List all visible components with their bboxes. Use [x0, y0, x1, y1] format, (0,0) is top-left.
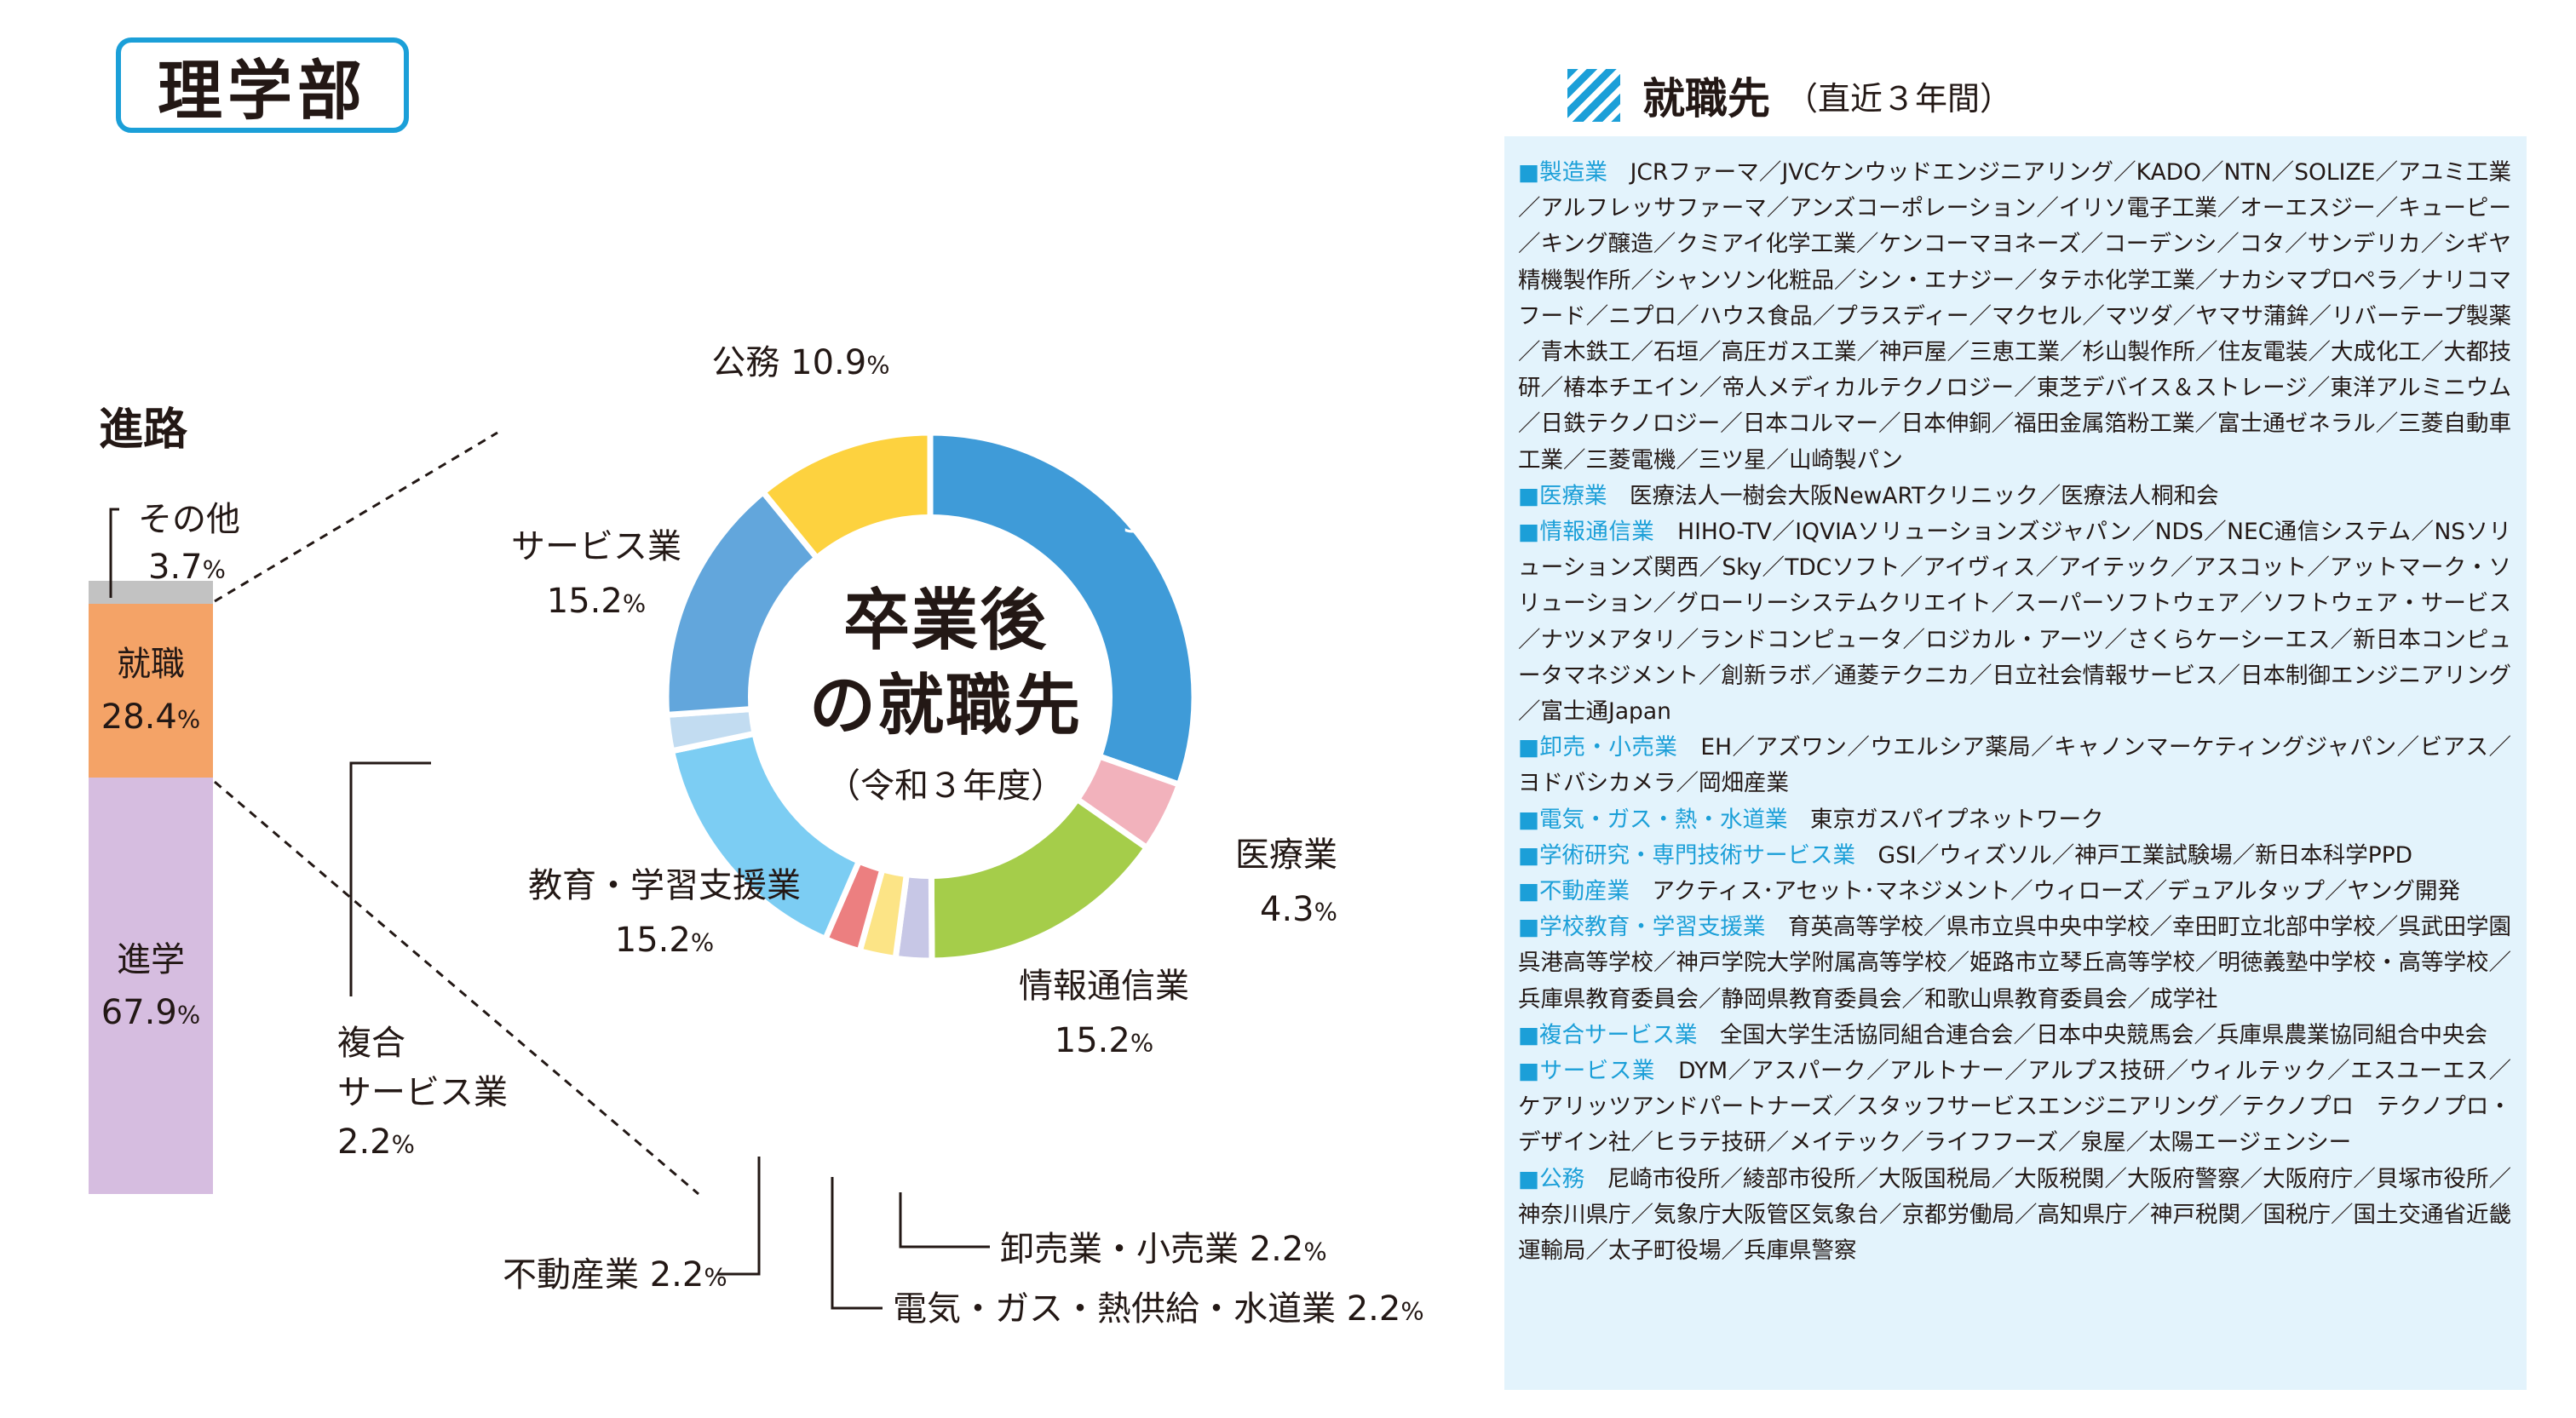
bar-employment-value: 28.4: [101, 697, 177, 737]
employer-category: 製造業 JCRファーマ／JVCケンウッドエンジニアリング／KADO／NTN／SO…: [1518, 155, 2511, 479]
employment-list-title: 就職先 （直近３年間）: [1567, 65, 2012, 126]
bar-other-value: 3.7: [148, 548, 203, 587]
pie-center-line1: 卒業後: [842, 583, 1048, 659]
department-title: 理学部: [116, 37, 409, 133]
category-name: サービス業: [1518, 1058, 1655, 1084]
pie-label-utilities-value: 2.2: [1346, 1289, 1401, 1329]
bar-study-value: 67.9: [101, 992, 177, 1032]
pie-label-combined-value: 2.2: [337, 1122, 392, 1162]
employer-category: 学校教育・学習支援業 育英高等学校／県市立呉中央中学校／幸田町立北部中学校／呉武…: [1518, 910, 2511, 1018]
pie-label-medical: 医療業 4.3%: [1201, 828, 1337, 937]
bar-segment-other: [89, 581, 213, 604]
pie-center-hole: [748, 514, 1113, 879]
employer-category: 不動産業 アクティス･アセット･マネジメント／ウィローズ／デュアルタップ／ヤング…: [1518, 874, 2511, 910]
utilities-leader: [831, 1177, 883, 1310]
category-name: 複合サービス業: [1518, 1022, 1698, 1048]
employer-category: 医療業 医療法人一樹会大阪NewARTクリニック／医療法人桐和会: [1518, 479, 2511, 514]
pie-label-education: 教育・学習支援業 15.2%: [520, 858, 809, 967]
pie-label-service: サービス業 15.2%: [494, 520, 699, 629]
employer-category: 電気・ガス・熱・水道業 東京ガスパイプネットワーク: [1518, 802, 2511, 838]
pie-label-utilities: 電気・ガス・熱供給・水道業 2.2%: [893, 1289, 1424, 1329]
pie-label-combined-service: 複合 サービス業 2.2%: [337, 1019, 508, 1167]
zoom-line-top: [214, 431, 498, 603]
realestate-leader: [717, 1157, 761, 1276]
pie-label-education-value: 15.2: [614, 921, 691, 960]
zoom-line-bottom: [214, 780, 699, 1196]
category-name: 情報通信業: [1518, 519, 1654, 545]
pie-label-combined-line1: 複合: [337, 1024, 405, 1063]
pie-label-realestate-name: 不動産業: [503, 1255, 639, 1295]
category-companies: 全国大学生活協同組合連合会／日本中央競馬会／兵庫県農業協同組合中央会: [1720, 1021, 2488, 1048]
category-name: 学術研究・専門技術サービス業: [1518, 842, 1855, 869]
pie-label-ict-value: 15.2: [1054, 1021, 1130, 1060]
pie-label-medical-value: 4.3: [1260, 890, 1314, 929]
category-companies: 育英高等学校／県市立呉中央中学校／幸田町立北部中学校／呉武田学園呉港高等学校／神…: [1518, 914, 2512, 1013]
category-name: 電気・ガス・熱・水道業: [1518, 807, 1788, 833]
category-companies: アクティス･アセット･マネジメント／ウィローズ／デュアルタップ／ヤング開発: [1652, 878, 2460, 905]
category-name: 公務: [1518, 1166, 1584, 1192]
category-name: 学校教育・学習支援業: [1518, 914, 1765, 940]
employer-category: 情報通信業 HIHO-TV／IQVIAソリューションズジャパン／NDS／NEC通…: [1518, 514, 2511, 730]
category-companies: EH／アズワン／ウエルシア薬局／キャノンマーケティングジャパン／ビアス／ヨドバシ…: [1518, 734, 2511, 797]
pie-label-service-name: サービス業: [511, 527, 681, 566]
category-companies: JCRファーマ／JVCケンウッドエンジニアリング／KADO／NTN／SOLIZE…: [1518, 159, 2512, 474]
pie-label-wholesale-name: 卸売業・小売業: [1000, 1230, 1239, 1269]
path-chart-title: 進路: [99, 405, 188, 456]
employment-list-panel: 製造業 JCRファーマ／JVCケンウッドエンジニアリング／KADO／NTN／SO…: [1504, 136, 2527, 1390]
category-companies: 医療法人一樹会大阪NewARTクリニック／医療法人桐和会: [1630, 482, 2219, 509]
pie-label-combined-line2: サービス業: [337, 1073, 508, 1112]
pie-label-education-name: 教育・学習支援業: [528, 866, 801, 905]
employment-title-note: （直近３年間）: [1785, 79, 2013, 118]
other-leader-line: [109, 508, 119, 598]
employer-category: 学術研究・専門技術サービス業 GSI／ウィズソル／神戸工業試験場／新日本科学PP…: [1518, 838, 2511, 874]
category-companies: 尼崎市役所／綾部市役所／大阪国税局／大阪税関／大阪府警察／大阪府庁／貝塚市役所／…: [1518, 1165, 2512, 1265]
pie-label-realestate-value: 2.2: [649, 1255, 704, 1295]
employer-category: 公務 尼崎市役所／綾部市役所／大阪国税局／大阪税関／大阪府警察／大阪府庁／貝塚市…: [1518, 1162, 2511, 1270]
bar-segment-further-study: 進学 67.9%: [89, 778, 213, 1194]
category-name: 不動産業: [1518, 878, 1630, 904]
pie-label-ict: 情報通信業 15.2%: [993, 959, 1215, 1068]
category-name: 卸売・小売業: [1518, 734, 1677, 761]
wholesale-leader: [899, 1192, 990, 1249]
pie-label-manufacturing-value: 30.4: [1122, 502, 1199, 541]
pie-center-label: 卒業後 の就職先 （令和３年度）: [767, 579, 1124, 807]
employment-pie-chart: [109, 431, 1194, 1310]
combined-service-leader: [349, 761, 431, 996]
pie-label-public-value: 10.9: [791, 343, 867, 382]
pie-label-medical-name: 医療業: [1235, 835, 1337, 875]
category-name: 医療業: [1518, 483, 1607, 509]
pie-label-manufacturing-name: 製造業: [1121, 447, 1223, 486]
bar-other-name: その他: [138, 500, 240, 539]
pie-label-wholesale-value: 2.2: [1249, 1230, 1304, 1269]
pie-label-manufacturing: 製造業 30.4%: [1113, 439, 1232, 548]
bar-segment-employment: 就職 28.4%: [89, 603, 213, 778]
employer-category: 複合サービス業 全国大学生活協同組合連合会／日本中央競馬会／兵庫県農業協同組合中…: [1518, 1018, 2511, 1053]
path-stacked-bar: 就職 28.4% 進学 67.9%: [89, 581, 213, 1194]
category-companies: DYM／アスパーク／アルトナー／アルプス技研／ウィルテック／エスユーエス／ケアリ…: [1518, 1058, 2512, 1157]
pie-center-sub: （令和３年度）: [826, 766, 1065, 806]
bar-study-name: 進学: [117, 939, 185, 979]
pie-center-line2: の就職先: [808, 667, 1082, 744]
category-companies: HIHO-TV／IQVIAソリューションズジャパン／NDS／NEC通信システム／…: [1518, 519, 2511, 726]
pie-label-ict-name: 情報通信業: [1019, 967, 1189, 1006]
pie-label-real-estate: 不動産業 2.2%: [503, 1255, 727, 1295]
pie-label-service-value: 15.2: [546, 582, 623, 621]
category-name: 製造業: [1518, 159, 1607, 186]
pie-label-wholesale: 卸売業・小売業 2.2%: [1000, 1230, 1327, 1269]
pie-label-public-name: 公務: [711, 343, 780, 382]
category-companies: 東京ガスパイプネットワーク: [1810, 806, 2104, 833]
pie-label-utilities-name: 電気・ガス・熱供給・水道業: [893, 1289, 1336, 1329]
pie-label-public-service: 公務 10.9%: [711, 343, 890, 382]
employer-category: 卸売・小売業 EH／アズワン／ウエルシア薬局／キャノンマーケティングジャパン／ビ…: [1518, 730, 2511, 801]
bar-label-other: その他 3.7%: [138, 500, 240, 587]
employer-category: サービス業 DYM／アスパーク／アルトナー／アルプス技研／ウィルテック／エスユー…: [1518, 1053, 2511, 1162]
bar-employment-name: 就職: [117, 644, 185, 684]
category-companies: GSI／ウィズソル／神戸工業試験場／新日本科学PPD: [1877, 841, 2413, 869]
stripe-icon: [1567, 69, 1620, 122]
employment-title-text: 就職先: [1642, 74, 1770, 123]
